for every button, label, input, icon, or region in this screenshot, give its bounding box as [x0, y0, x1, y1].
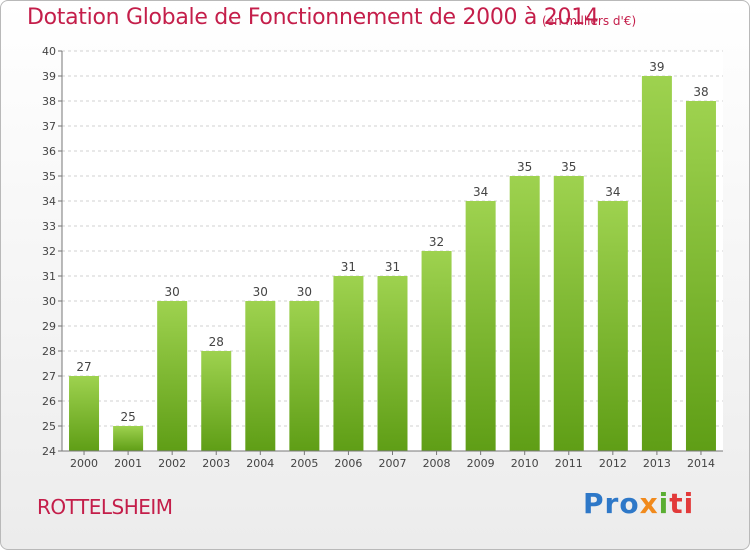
y-tick-label: 32	[42, 245, 56, 258]
bar-2011	[553, 176, 584, 451]
x-tick-label: 2010	[511, 457, 539, 470]
logo-part-4: ti	[669, 487, 695, 520]
x-tick-label: 2012	[599, 457, 627, 470]
y-tick-label: 26	[42, 395, 56, 408]
value-label: 39	[649, 60, 664, 74]
x-tick-label: 2001	[114, 457, 142, 470]
value-label: 30	[165, 285, 180, 299]
x-tick-label: 2000	[70, 457, 98, 470]
bar-2003	[201, 351, 232, 451]
value-label: 38	[693, 85, 708, 99]
y-tick-label: 28	[42, 345, 56, 358]
bar-2001	[113, 426, 144, 451]
value-label: 28	[209, 335, 224, 349]
value-label: 32	[429, 235, 444, 249]
value-label: 35	[561, 160, 576, 174]
logo-part-2: x	[639, 487, 659, 520]
logo-part-1: Pro	[583, 487, 640, 520]
y-tick-label: 34	[42, 195, 56, 208]
value-label: 30	[253, 285, 268, 299]
bar-2009	[465, 201, 496, 451]
x-tick-label: 2006	[334, 457, 362, 470]
bar-2014	[685, 101, 716, 451]
y-tick-label: 39	[42, 70, 56, 83]
bar-2006	[333, 276, 364, 451]
value-label: 31	[341, 260, 356, 274]
x-tick-label: 2007	[379, 457, 407, 470]
y-tick-label: 37	[42, 120, 56, 133]
value-label: 25	[120, 410, 135, 424]
bar-2004	[245, 301, 276, 451]
y-tick-label: 30	[42, 295, 56, 308]
y-tick-label: 36	[42, 145, 56, 158]
x-tick-label: 2002	[158, 457, 186, 470]
y-tick-label: 31	[42, 270, 56, 283]
logo-part-3: i	[658, 487, 670, 520]
y-tick-label: 27	[42, 370, 56, 383]
bar-2012	[597, 201, 628, 451]
bar-2002	[157, 301, 188, 451]
x-tick-label: 2003	[202, 457, 230, 470]
chart-subtitle: (en milliers d'€)	[542, 14, 637, 28]
value-label: 27	[76, 360, 91, 374]
y-tick-label: 35	[42, 170, 56, 183]
value-label: 31	[385, 260, 400, 274]
bar-2010	[509, 176, 540, 451]
y-tick-label: 33	[42, 220, 56, 233]
x-tick-label: 2005	[290, 457, 318, 470]
value-label: 30	[297, 285, 312, 299]
x-tick-label: 2013	[643, 457, 671, 470]
value-label: 34	[605, 185, 620, 199]
commune-name: ROTTELSHEIM	[37, 495, 173, 519]
y-tick-label: 29	[42, 320, 56, 333]
x-tick-label: 2008	[423, 457, 451, 470]
proxiti-logo: Proxiti	[583, 487, 694, 520]
chart-title: Dotation Globale de Fonctionnement de 20…	[27, 5, 599, 30]
y-tick-label: 24	[42, 445, 56, 458]
x-tick-label: 2009	[467, 457, 495, 470]
bar-2000	[69, 376, 100, 451]
bar-2008	[421, 251, 452, 451]
bar-2013	[641, 76, 672, 451]
x-tick-label: 2014	[687, 457, 715, 470]
y-tick-label: 25	[42, 420, 56, 433]
x-tick-label: 2011	[555, 457, 583, 470]
value-label: 34	[473, 185, 488, 199]
x-tick-label: 2004	[246, 457, 274, 470]
y-tick-label: 40	[42, 45, 56, 58]
bar-2005	[289, 301, 320, 451]
value-label: 35	[517, 160, 532, 174]
bar-2007	[377, 276, 408, 451]
y-tick-label: 38	[42, 95, 56, 108]
